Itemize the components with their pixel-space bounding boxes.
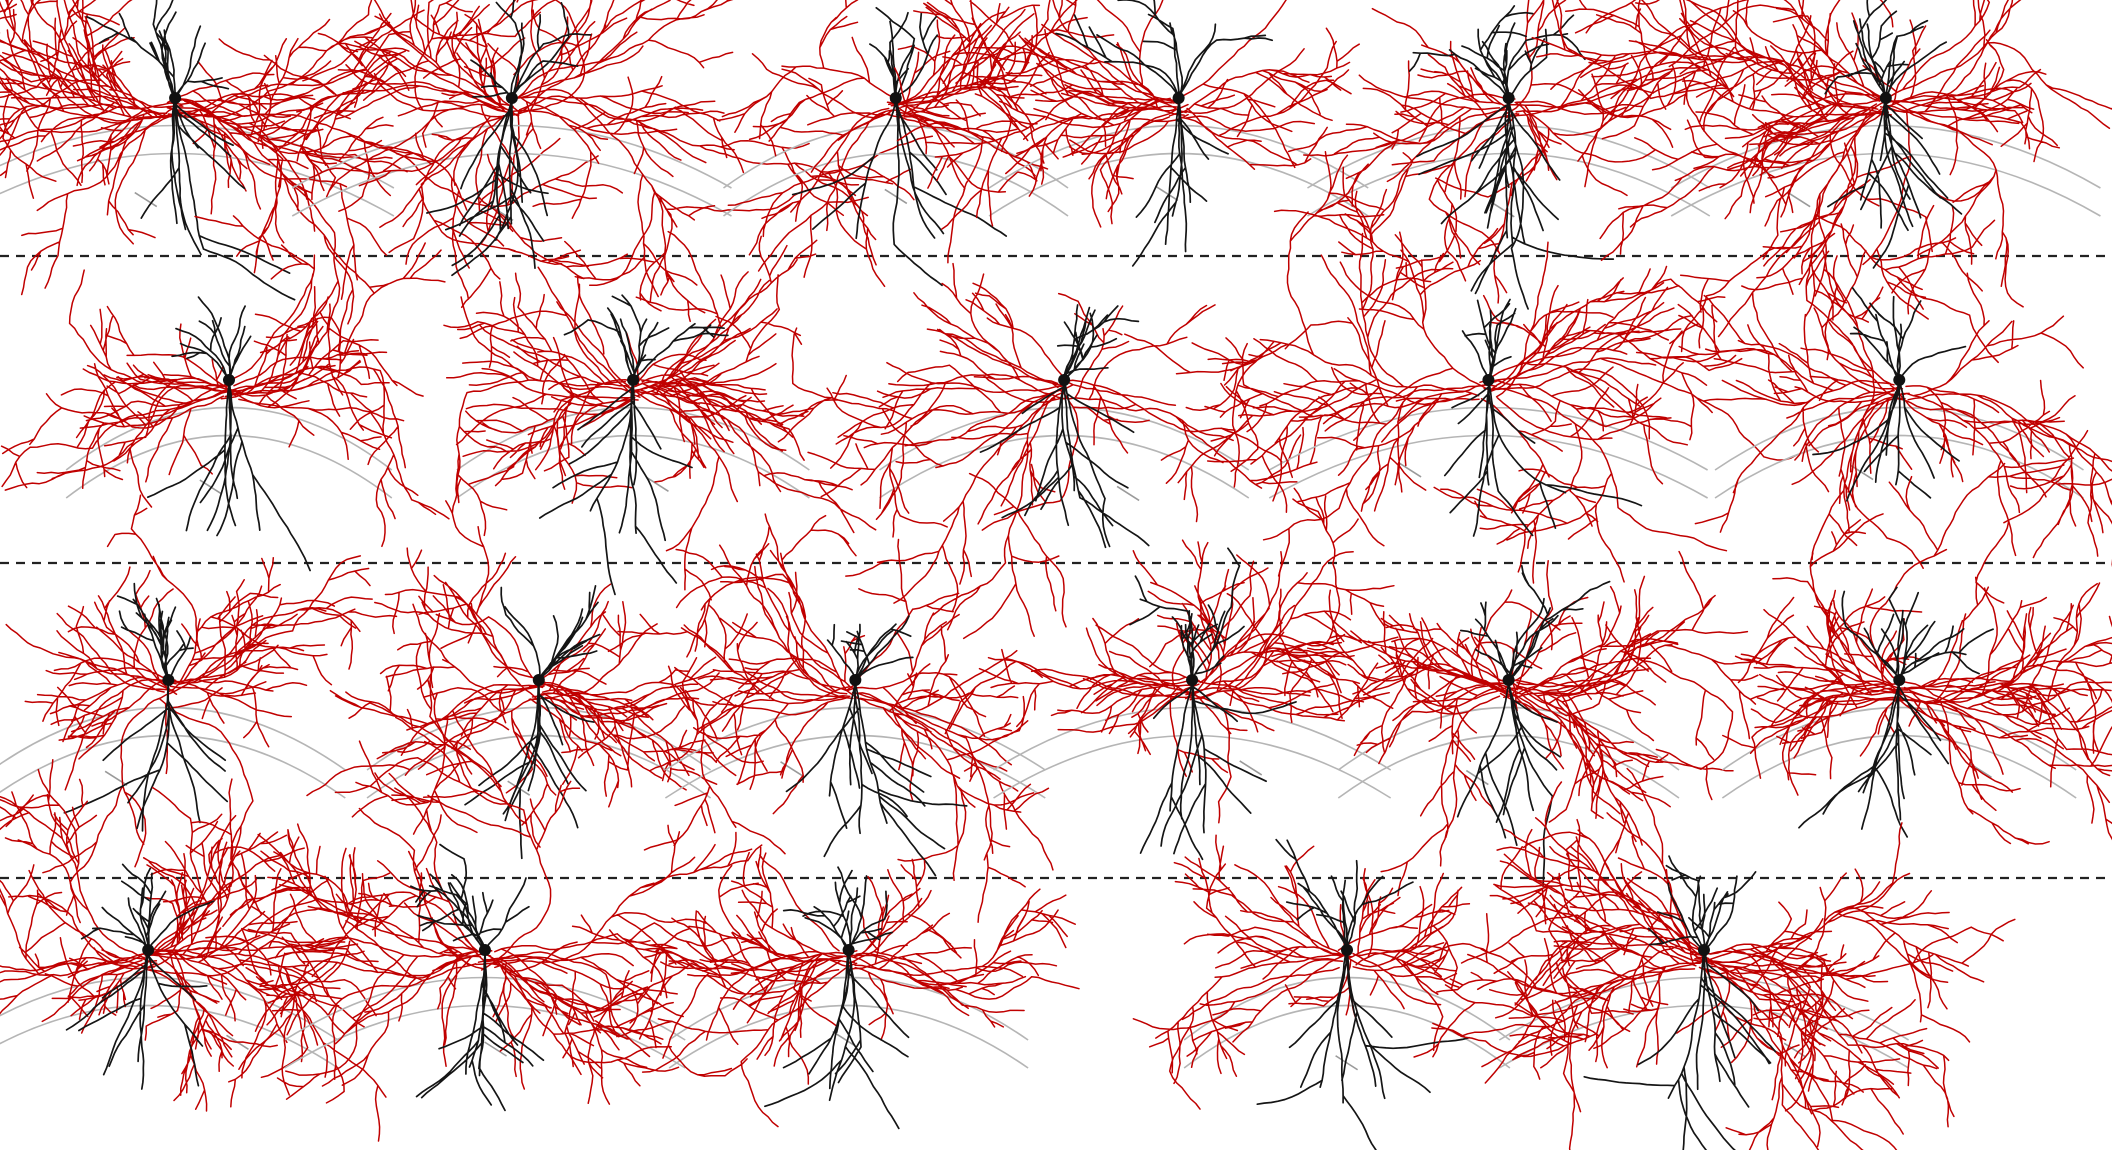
soma: [223, 374, 235, 386]
soma: [849, 674, 861, 686]
axon: [1414, 769, 2015, 1150]
soma: [1880, 92, 1892, 104]
dendrite: [465, 586, 599, 858]
axon: [1723, 431, 2112, 853]
layer-boundary: [0, 708, 345, 771]
soma: [1698, 944, 1710, 956]
axon: [945, 496, 1398, 823]
neuron-panel: [945, 496, 1398, 859]
soma: [142, 944, 154, 956]
axon: [895, 0, 1359, 229]
axon: [1125, 152, 1798, 583]
layer-boundary: [1671, 154, 2100, 217]
soma: [506, 92, 518, 104]
soma: [627, 374, 639, 386]
neuron-panel: [444, 232, 876, 600]
scale-bar: [885, 189, 907, 203]
neuron-panel: [1722, 431, 2112, 853]
layer-boundary: [879, 436, 1248, 499]
soma: [162, 674, 174, 686]
soma: [843, 944, 855, 956]
soma: [1058, 374, 1070, 386]
soma: [1186, 674, 1198, 686]
neuron-panels: [0, 0, 2112, 1150]
neuron-panel: [0, 495, 397, 922]
soma: [479, 944, 491, 956]
soma: [1893, 374, 1905, 386]
soma: [1482, 374, 1494, 386]
dendrite: [1445, 300, 1642, 537]
dendrite: [1584, 856, 1775, 1150]
soma: [1503, 674, 1515, 686]
axon: [307, 479, 736, 847]
scale-bar: [105, 771, 127, 785]
neuron-panel: [2, 216, 449, 571]
soma: [1341, 944, 1353, 956]
neuron-panel: [1414, 769, 2015, 1150]
figure: [0, 0, 2112, 1150]
dendrite: [87, 0, 295, 300]
soma: [890, 92, 902, 104]
layer-boundary: [0, 978, 338, 1041]
axon: [0, 0, 627, 438]
soma: [1173, 92, 1185, 104]
neuron-panel: [718, 0, 1088, 286]
axon: [219, 0, 932, 321]
axon: [1289, 0, 1731, 303]
soma: [533, 674, 545, 686]
soma: [169, 92, 181, 104]
scale-bar: [1240, 761, 1262, 775]
neuron-panel: [1125, 152, 1798, 583]
dendrite: [1825, 0, 1961, 268]
soma: [1893, 674, 1905, 686]
axon: [444, 232, 876, 600]
neuron-panel: [0, 0, 627, 438]
soma: [1503, 92, 1515, 104]
neuron-panel: [219, 0, 932, 321]
dendrite: [787, 616, 967, 876]
layer-boundary: [669, 978, 1028, 1041]
